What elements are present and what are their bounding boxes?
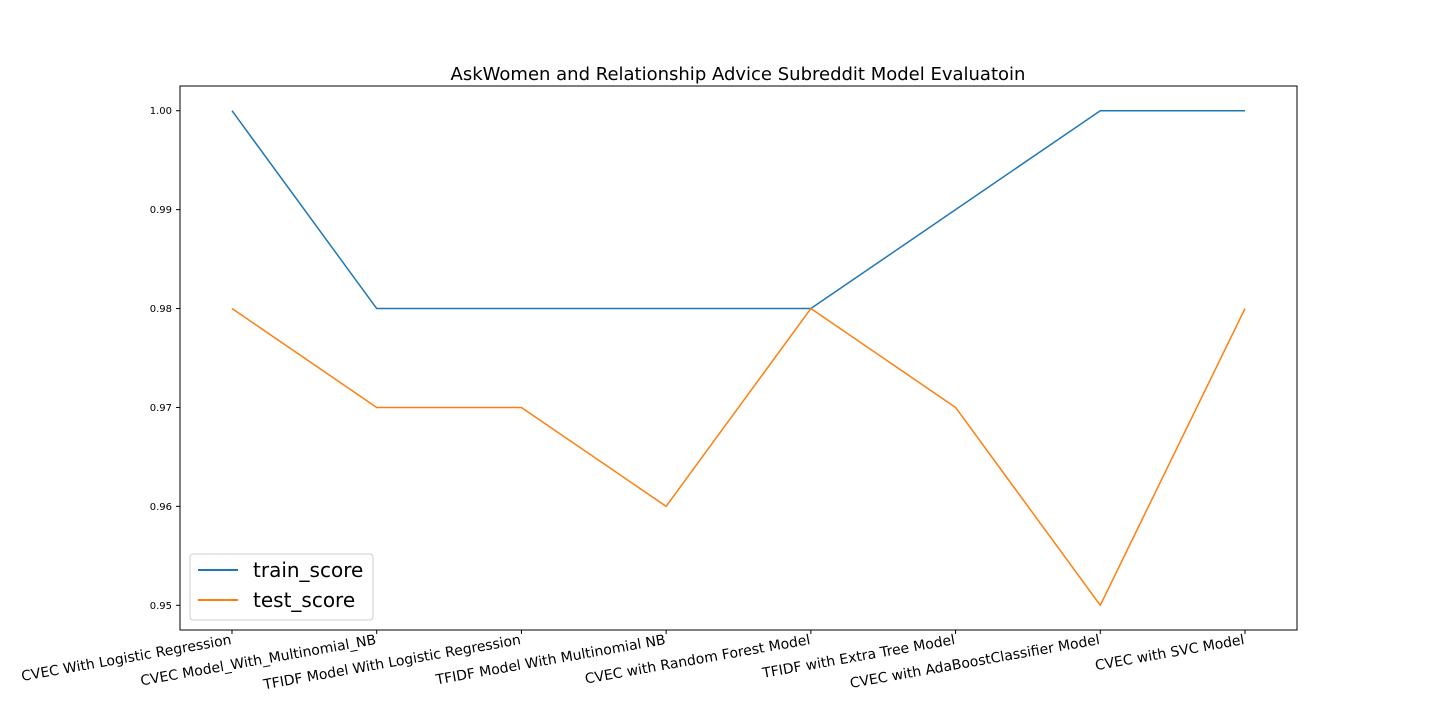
x-tick-label: CVEC with AdaBoostClassifier Model xyxy=(849,632,1101,692)
series-line-train_score xyxy=(231,109,1245,310)
legend: train_score test_score xyxy=(189,553,374,621)
y-tick-label: 0.99 xyxy=(150,205,172,216)
y-tick-label: 0.95 xyxy=(150,601,172,612)
y-axis: 0.95 0.96 0.97 0.98 0.99 1.00 xyxy=(150,106,180,612)
series-lines xyxy=(231,109,1246,607)
y-tick-label: 0.97 xyxy=(150,403,172,414)
y-tick-label: 0.98 xyxy=(150,304,172,315)
y-tick-label: 0.96 xyxy=(150,502,172,513)
legend-label-test_score: test_score xyxy=(253,588,355,612)
chart-title: AskWomen and Relationship Advice Subredd… xyxy=(451,64,1026,85)
x-tick-label: CVEC Model_With_Multinomial_NB xyxy=(139,632,377,689)
series-line-test_score xyxy=(231,307,1246,607)
x-tick-label: TFIDF Model With Logistic Regression xyxy=(261,632,522,693)
plot-area xyxy=(179,85,1298,631)
legend-label-train_score: train_score xyxy=(253,558,363,582)
y-tick-label: 1.00 xyxy=(150,106,172,117)
x-tick-label: CVEC with SVC Model xyxy=(1094,632,1246,674)
